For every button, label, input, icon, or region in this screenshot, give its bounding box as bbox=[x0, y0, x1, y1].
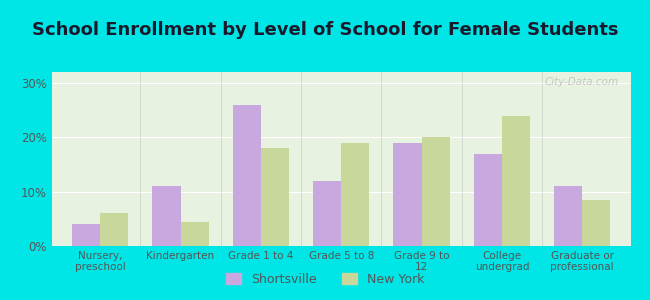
Bar bbox=[181, 221, 209, 246]
Legend: Shortsville, New York: Shortsville, New York bbox=[221, 268, 429, 291]
Bar bbox=[313, 181, 341, 246]
Bar bbox=[100, 213, 128, 246]
Text: City-Data.com: City-Data.com bbox=[545, 77, 619, 87]
Bar bbox=[233, 105, 261, 246]
Bar bbox=[341, 143, 369, 246]
Text: School Enrollment by Level of School for Female Students: School Enrollment by Level of School for… bbox=[32, 21, 618, 39]
Bar bbox=[422, 137, 450, 246]
Bar bbox=[582, 200, 610, 246]
Bar bbox=[554, 186, 582, 246]
Bar bbox=[261, 148, 289, 246]
Bar bbox=[72, 224, 100, 246]
Bar bbox=[502, 116, 530, 246]
Bar bbox=[474, 154, 502, 246]
Bar bbox=[153, 186, 181, 246]
Bar bbox=[393, 143, 422, 246]
